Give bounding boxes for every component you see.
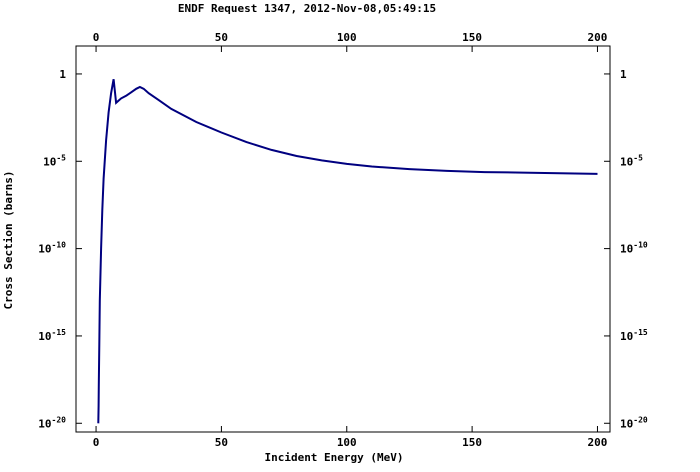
series-line bbox=[97, 79, 598, 424]
y-tick-label-left: 10-10 bbox=[38, 241, 66, 256]
x-tick-label-top: 50 bbox=[215, 31, 228, 44]
y-tick-label-left: 10-15 bbox=[38, 328, 66, 343]
x-tick-label-top: 200 bbox=[588, 31, 608, 44]
y-tick-label-left: 10-20 bbox=[38, 415, 66, 430]
x-axis-label: Incident Energy (MeV) bbox=[264, 451, 403, 464]
y-axis-label: Cross Section (barns) bbox=[2, 170, 15, 309]
y-tick-label-right: 1 bbox=[620, 68, 627, 81]
y-axis-right: 1 10-5 10-10 10-15 10-20 bbox=[604, 68, 648, 430]
chart-title: ENDF Request 1347, 2012-Nov-08,05:49:15 bbox=[178, 2, 436, 15]
x-axis-top: 0 50 100 150 200 bbox=[93, 31, 608, 52]
x-tick-label: 100 bbox=[337, 436, 357, 449]
x-tick-label: 50 bbox=[215, 436, 228, 449]
y-tick-label-right: 10-20 bbox=[620, 415, 648, 430]
x-tick-label-top: 100 bbox=[337, 31, 357, 44]
y-tick-label-right: 10-15 bbox=[620, 328, 648, 343]
y-axis-left: 1 10-5 10-10 10-15 10-20 bbox=[38, 68, 82, 430]
x-axis-bottom: 0 50 100 150 200 bbox=[93, 426, 608, 449]
y-tick-label-left: 10-5 bbox=[43, 153, 66, 168]
y-tick-label-right: 10-10 bbox=[620, 241, 648, 256]
y-tick-label-right: 10-5 bbox=[620, 153, 643, 168]
x-tick-label: 0 bbox=[93, 436, 100, 449]
y-tick-label-left: 1 bbox=[59, 68, 66, 81]
plot-frame bbox=[75, 45, 611, 433]
x-tick-label-top: 0 bbox=[93, 31, 100, 44]
x-tick-label: 150 bbox=[462, 436, 482, 449]
x-tick-label: 200 bbox=[588, 436, 608, 449]
x-tick-label-top: 150 bbox=[462, 31, 482, 44]
